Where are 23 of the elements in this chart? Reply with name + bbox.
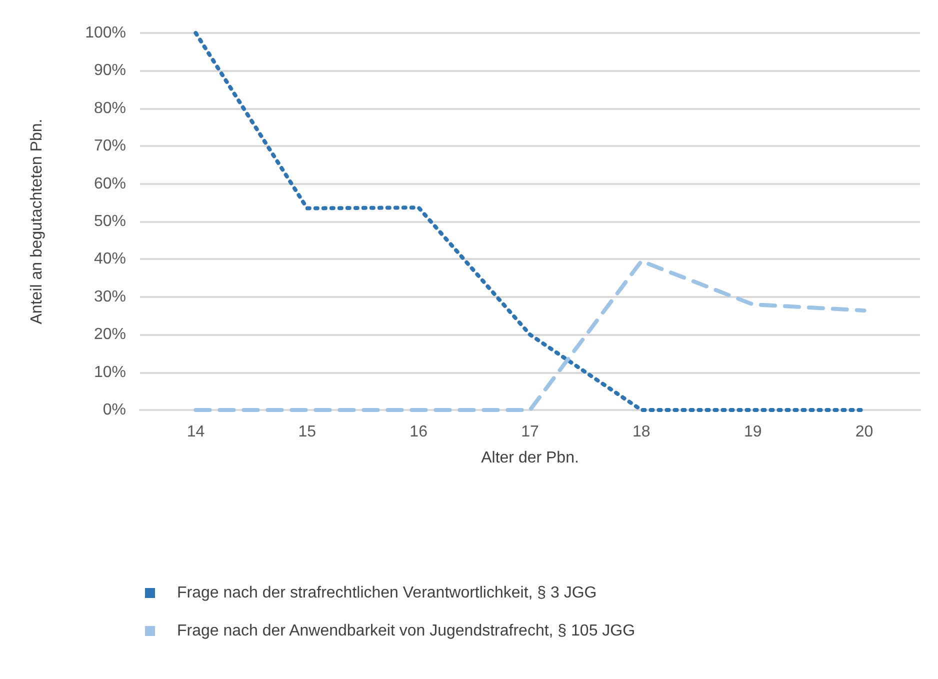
x-axis-title: Alter der Pbn. [481,450,579,466]
x-tick-label: 19 [744,424,762,440]
x-tick-label: 18 [632,424,650,440]
line-series [194,259,866,412]
y-tick-label: 60% [94,175,126,192]
y-tick-label: 90% [94,62,126,80]
x-tick-label: 16 [410,424,428,440]
y-axis-title: Anteil an begutachteten Pbn. [28,118,46,324]
x-tick-label: 15 [298,424,316,440]
y-tick-label: 100% [85,24,126,42]
y-tick-label: 40% [94,250,126,268]
x-tick-label: 14 [186,424,205,440]
y-tick-label: 0% [102,402,126,418]
x-tick-label: 20 [855,424,874,440]
y-tick-label: 80% [94,100,126,117]
x-tick-label: 17 [521,424,539,440]
y-tick-label: 70% [94,138,126,155]
y-tick-label: 20% [94,326,126,344]
legend-label: Frage nach der Anwendbarkeit von Jugendstrafrecht, § 105 JGG [177,622,636,640]
y-tick-label: 30% [94,288,126,306]
y-tick-label: 50% [94,213,126,230]
y-tick-label: 10% [94,364,126,381]
legend-label: Frage nach der strafrechtlichen Verantwortlichkeit, § 3 JGG [177,584,597,602]
